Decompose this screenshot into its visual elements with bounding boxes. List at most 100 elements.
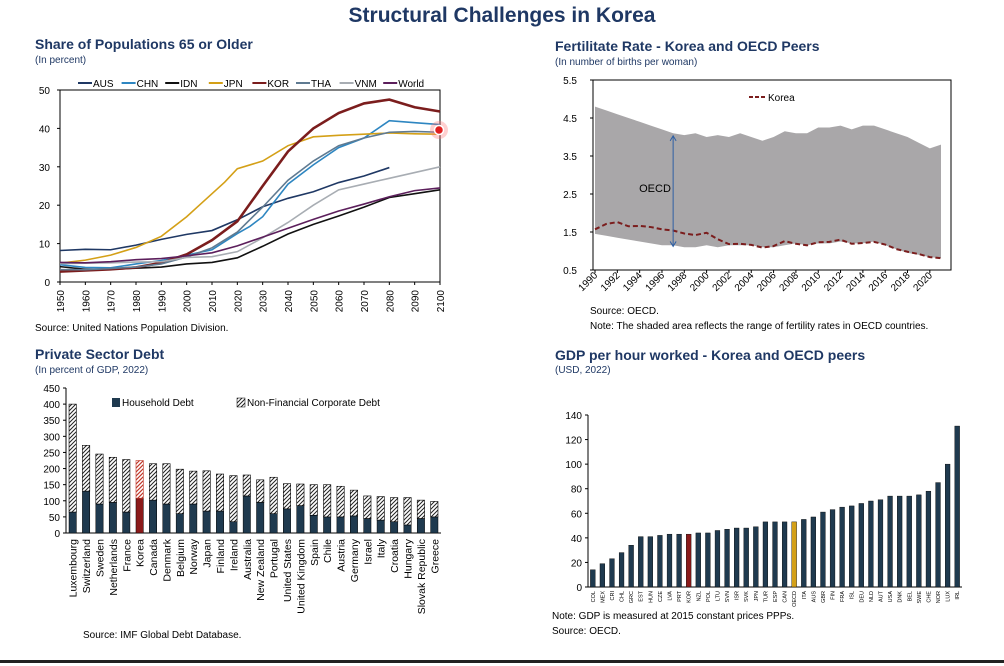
pop-chart-title: Share of Populations 65 or Older [35,36,253,52]
debt-bar-corporate [349,489,358,517]
fert-legend-label: Korea [768,93,795,104]
debt-legend-swatch-household [112,398,120,407]
gdp-x-tick-label: BEL [907,591,913,601]
gdp-x-tick-label: SVK [744,591,750,602]
debt-bar-corporate [162,463,171,505]
debt-x-tick-label: Netherlands [108,539,120,596]
pop-legend-label: KOR [267,79,289,90]
debt-bar-corporate [229,475,238,523]
fert-chart-note: Note: The shaded area reflects the range… [590,321,929,332]
pop-y-tick-label: 20 [39,201,51,212]
gdp-x-tick-label: GRC [629,591,635,603]
bottom-rule [0,660,1004,663]
gdp-x-tick-label: COL [591,591,597,602]
debt-x-tick-label: Denmark [161,538,173,581]
debt-bar-corporate [416,499,425,519]
fert-oecd-annotation: OECD [639,183,671,195]
pop-x-tick-label: 2010 [208,290,219,313]
gdp-x-tick-label: CZE [658,591,664,602]
debt-bar-corporate [403,497,412,526]
gdp-bar [935,482,941,588]
debt-bar-corporate [95,453,104,505]
pop-plot-frame [59,89,441,283]
gdp-bar [810,516,816,588]
pop-x-tick-label: 2090 [411,290,422,313]
gdp-y-tick-label: 20 [571,558,583,569]
debt-bar-corporate [202,470,211,512]
gdp-bar [618,552,625,588]
fert-y-tick-label: 5.5 [563,76,577,87]
debt-x-tick-label: Hungary [403,538,415,578]
debt-x-tick-label: Greece [429,539,441,574]
gdp-x-tick-label: DEU [859,591,865,603]
pop-y-tick-label: 40 [39,124,51,135]
pop-legend-label: AUS [93,79,114,90]
fert-y-tick-label: 0.5 [563,266,577,277]
debt-bar-corporate [269,476,278,514]
gdp-bar [666,533,673,588]
gdp-y-tick-label: 140 [565,411,582,422]
debt-x-tick-label: United States [282,539,294,602]
pop-series-jpn [59,132,441,264]
gdp-bar [954,425,960,588]
pop-x-tick-label: 2060 [335,290,346,313]
debt-x-tick-label: Luxembourg [68,539,80,598]
debt-chart-subtitle: (In percent of GDP, 2022) [35,365,149,376]
pop-series-vnm [59,166,441,265]
gdp-x-tick-label: DNK [898,591,904,603]
gdp-x-tick-label: NZL [696,591,702,601]
gdp-bar [734,527,740,588]
gdp-bar [839,506,845,588]
gdp-x-tick-label: JPN [754,591,760,601]
gdp-x-tick-label: NLD [869,591,875,602]
pop-x-tick-label: 2100 [436,290,447,313]
debt-bar-corporate [108,456,117,503]
debt-x-tick-label: Finland [215,539,227,574]
pop-series-aus [59,166,390,252]
debt-x-tick-label: Australia [242,539,254,580]
debt-legend-label: Non-Financial Corporate Debt [247,398,380,409]
gdp-bar [724,529,730,588]
gdp-x-tick-label: USA [888,591,894,603]
fert-y-tick-label: 3.5 [563,152,577,163]
gdp-bar [714,530,721,588]
debt-bar-corporate [390,497,399,523]
pop-legend-label: THA [311,79,331,90]
gdp-x-tick-label: POL [706,591,712,602]
debt-bar-corporate [149,463,158,501]
debt-x-tick-label: New Zealand [255,539,267,601]
page-title: Structural Challenges in Korea [348,4,656,27]
pop-x-tick-label: 2050 [309,290,320,313]
debt-bar-corporate [82,445,91,492]
pop-legend-label: World [398,79,424,90]
gdp-y-tick-label: 60 [571,509,583,520]
debt-y-tick-label: 450 [43,384,60,395]
debt-x-tick-label: Portugal [269,539,281,578]
gdp-bar [868,500,874,588]
gdp-x-tick-label: NOR [936,591,942,603]
fert-y-tick-label: 1.5 [563,228,577,239]
gdp-bar [647,536,653,588]
fert-oecd-range-area [595,106,941,259]
debt-legend-swatch-corporate [236,397,246,408]
gdp-x-tick-label: OECD [792,591,798,607]
pop-legend-label: IDN [180,79,197,90]
debt-x-tick-label: United Kingdom [295,539,307,614]
fert-arrow-head-top [669,134,677,142]
pop-chart-subtitle: (In percent) [35,55,87,66]
debt-bar-corporate [68,403,77,513]
gdp-x-tick-label: FIN [831,591,837,600]
gdp-x-tick-label: EST [639,590,645,601]
gdp-chart-subtitle: (USD, 2022) [555,365,611,376]
gdp-x-tick-label: TUR [763,591,769,602]
debt-x-tick-label: Norway [188,538,200,574]
gdp-bar [762,521,769,588]
pop-x-tick-label: 1990 [157,290,168,313]
debt-bar-corporate [323,484,332,518]
pop-y-tick-label: 30 [39,163,51,174]
debt-y-tick-label: 150 [43,481,60,492]
pop-x-tick-label: 1980 [132,290,143,313]
debt-y-tick-label: 200 [43,465,60,476]
gdp-bar [829,509,836,588]
